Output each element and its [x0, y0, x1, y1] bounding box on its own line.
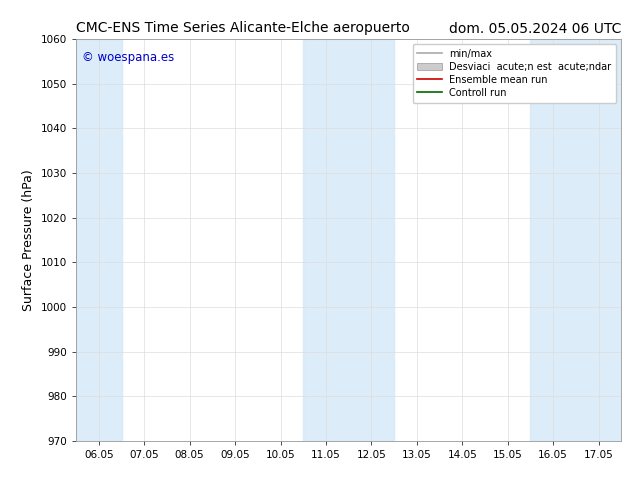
Bar: [303, 39, 394, 441]
Text: © woespana.es: © woespana.es: [82, 51, 174, 64]
Bar: [531, 39, 621, 441]
Text: dom. 05.05.2024 06 UTC: dom. 05.05.2024 06 UTC: [449, 22, 621, 36]
Y-axis label: Surface Pressure (hPa): Surface Pressure (hPa): [22, 169, 36, 311]
Legend: min/max, Desviaci  acute;n est  acute;ndar, Ensemble mean run, Controll run: min/max, Desviaci acute;n est acute;ndar…: [413, 44, 616, 102]
Text: CMC-ENS Time Series Alicante-Elche aeropuerto: CMC-ENS Time Series Alicante-Elche aerop…: [76, 21, 410, 35]
Bar: [76, 39, 122, 441]
